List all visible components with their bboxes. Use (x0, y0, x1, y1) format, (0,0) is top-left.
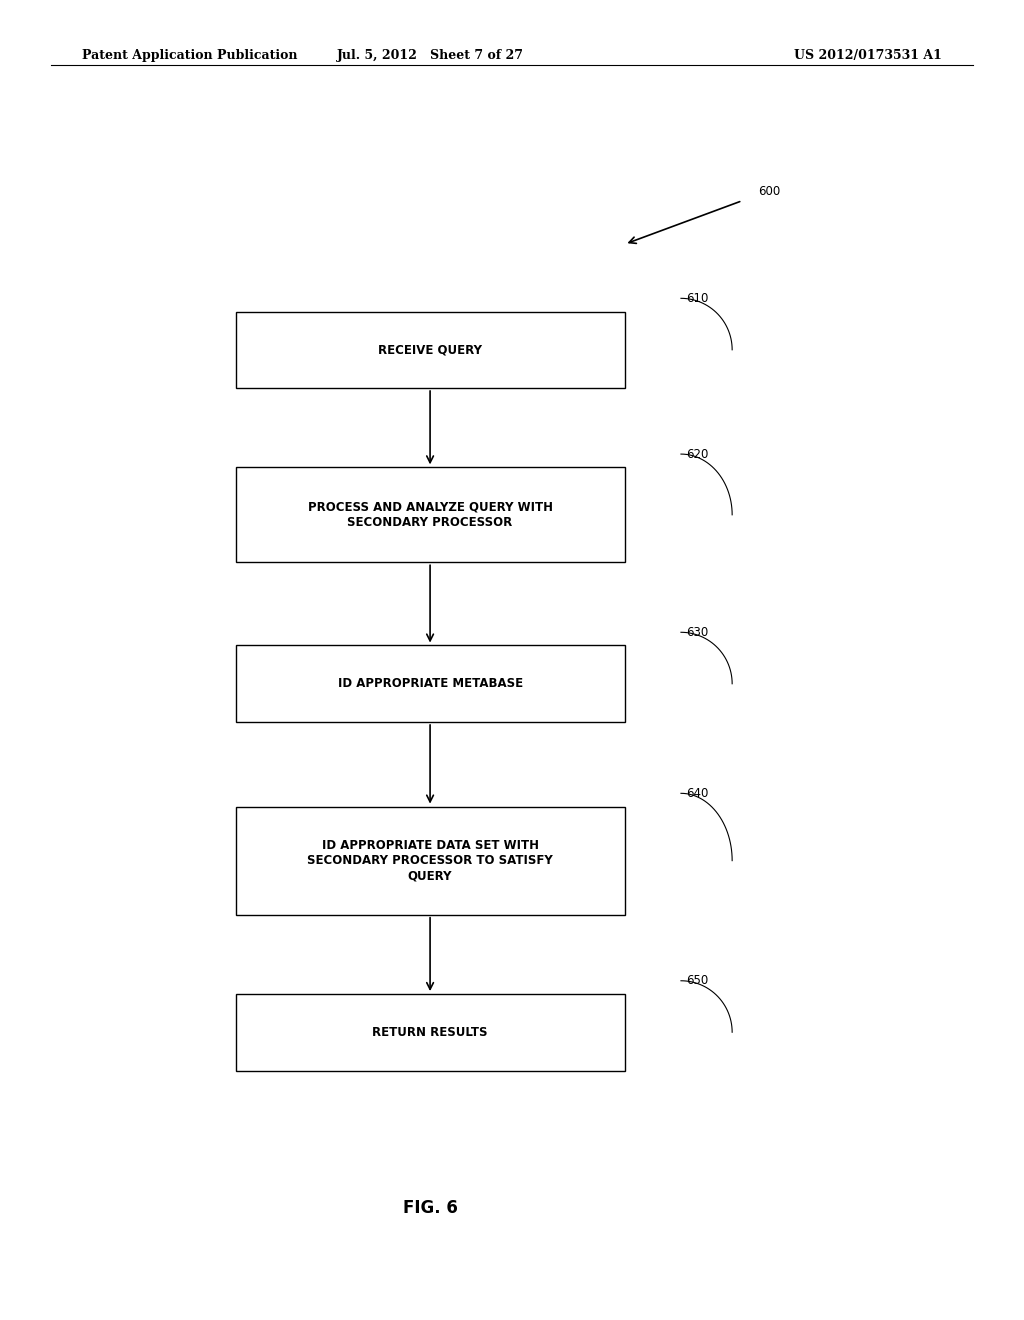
Text: Patent Application Publication: Patent Application Publication (82, 49, 297, 62)
Text: Jul. 5, 2012   Sheet 7 of 27: Jul. 5, 2012 Sheet 7 of 27 (337, 49, 523, 62)
Text: RECEIVE QUERY: RECEIVE QUERY (378, 343, 482, 356)
FancyBboxPatch shape (236, 645, 625, 722)
FancyBboxPatch shape (236, 994, 625, 1071)
Text: 630: 630 (686, 626, 709, 639)
Text: 640: 640 (686, 787, 709, 800)
Text: 600: 600 (758, 185, 780, 198)
Text: ID APPROPRIATE METABASE: ID APPROPRIATE METABASE (338, 677, 522, 690)
Text: 610: 610 (686, 292, 709, 305)
Text: ID APPROPRIATE DATA SET WITH
SECONDARY PROCESSOR TO SATISFY
QUERY: ID APPROPRIATE DATA SET WITH SECONDARY P… (307, 840, 553, 882)
Text: RETURN RESULTS: RETURN RESULTS (373, 1026, 487, 1039)
Text: PROCESS AND ANALYZE QUERY WITH
SECONDARY PROCESSOR: PROCESS AND ANALYZE QUERY WITH SECONDARY… (307, 500, 553, 529)
FancyBboxPatch shape (236, 807, 625, 915)
Text: US 2012/0173531 A1: US 2012/0173531 A1 (795, 49, 942, 62)
Text: 620: 620 (686, 447, 709, 461)
FancyBboxPatch shape (236, 467, 625, 562)
Text: FIG. 6: FIG. 6 (402, 1199, 458, 1217)
FancyBboxPatch shape (236, 312, 625, 388)
Text: 650: 650 (686, 974, 709, 987)
